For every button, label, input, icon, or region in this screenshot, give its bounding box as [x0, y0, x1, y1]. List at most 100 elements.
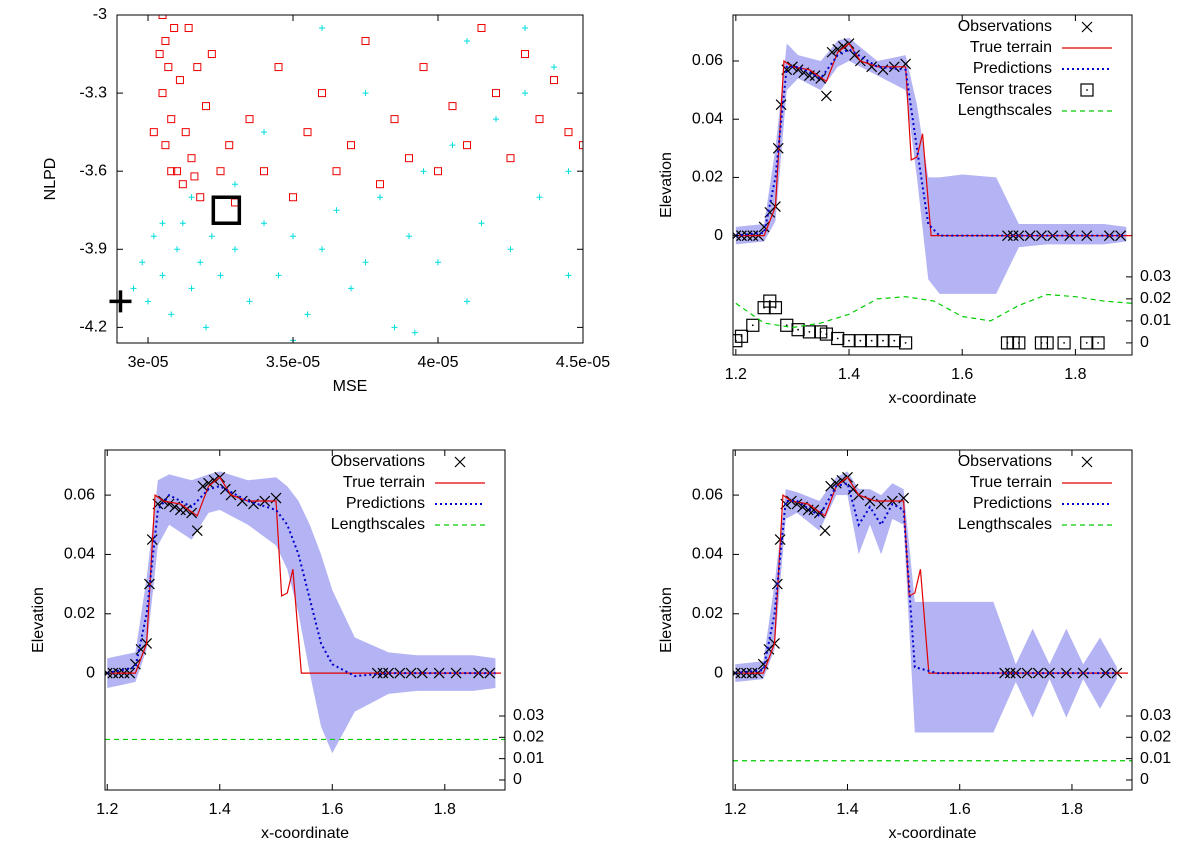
square-outline [550, 76, 559, 85]
plus-marker [551, 64, 558, 71]
square-marker [564, 128, 573, 137]
square-marker [746, 318, 760, 332]
cross-marker [208, 474, 220, 486]
y-tick-label: 0.02 [692, 169, 723, 186]
plot-frame [104, 449, 506, 791]
y-tick-label: 0.06 [64, 486, 95, 503]
square-outline [842, 334, 856, 348]
legend-label: Lengthscales [331, 516, 425, 533]
square-marker [1080, 336, 1094, 350]
x-tick-label: 4e-05 [418, 354, 459, 371]
plus-marker [377, 194, 384, 201]
square-dot [848, 339, 850, 342]
square-outline [434, 167, 443, 176]
x-tick-label: 1.8 [1061, 801, 1083, 818]
x-axis-label: x-coordinate [261, 825, 349, 842]
square-marker [434, 167, 443, 176]
cross-marker [1081, 21, 1093, 33]
cross-marker [808, 504, 820, 516]
square-outline [899, 336, 913, 350]
square-dot [785, 324, 788, 327]
square-outline [1040, 336, 1054, 350]
y-axis-label: NLPD [42, 158, 59, 201]
square-marker [318, 89, 327, 98]
plus-marker [159, 272, 166, 279]
uncertainty-band [107, 471, 496, 754]
square-marker [550, 76, 559, 85]
square-dot [1046, 341, 1049, 344]
square-dot [774, 306, 777, 309]
y-tick-label: 0.06 [692, 52, 723, 69]
y2-tick-label: 0.03 [1140, 268, 1171, 285]
square-marker [289, 193, 298, 202]
plus-marker [536, 194, 543, 201]
x-tick-label: 3.5e-05 [266, 354, 320, 371]
plot-area [130, 15, 583, 343]
square-outline [155, 50, 164, 59]
square-outline [158, 89, 167, 98]
square-marker [535, 115, 544, 124]
series-line [107, 476, 502, 674]
x-axis-label: MSE [333, 378, 368, 395]
square-dot [836, 337, 839, 340]
square-outline [158, 15, 167, 19]
square-outline [178, 180, 187, 189]
y2-tick-label: 0.01 [1140, 312, 1171, 329]
square-outline [187, 154, 196, 163]
cross-marker [826, 46, 838, 58]
cross-marker [825, 480, 837, 492]
square-outline [184, 24, 193, 33]
square-dot [1017, 341, 1020, 344]
plus-marker [391, 324, 398, 331]
plus-marker [145, 298, 152, 305]
plus-marker [464, 38, 471, 45]
square-outline [216, 167, 225, 176]
square-dot [808, 330, 811, 333]
plus-marker [406, 233, 413, 240]
plus-marker [507, 246, 514, 253]
square-marker [158, 15, 167, 19]
square-marker [178, 180, 187, 189]
square-dot [893, 339, 896, 342]
square-marker [361, 37, 370, 46]
legend-label: Observations [331, 453, 425, 470]
y-axis-label: Elevation [658, 587, 675, 653]
square-marker [376, 180, 385, 189]
square-marker [207, 50, 216, 59]
x-tick-label: 1.6 [949, 801, 971, 818]
square-outline [167, 167, 176, 176]
square-outline [225, 141, 234, 150]
square-outline [448, 102, 457, 111]
y-tick-label: 0 [714, 664, 723, 681]
square-marker [419, 63, 428, 72]
square-outline [376, 180, 385, 189]
plus-marker [217, 272, 224, 279]
x-tick-label: 1.4 [209, 801, 231, 818]
square-outline [506, 154, 515, 163]
square-outline [149, 128, 158, 137]
plus-marker [275, 272, 282, 279]
square-outline [521, 50, 530, 59]
square-marker [448, 102, 457, 111]
panel: 1.2 1.4 1.6 1.8 0 0.02 0.04 0.06 0 0.01 0.02 0.03 x-… [30, 449, 544, 842]
plus-marker [232, 246, 239, 253]
square-marker [463, 141, 472, 150]
square-dot [740, 335, 743, 338]
legend-label: Predictions [973, 60, 1052, 77]
legend-label: Observations [958, 453, 1052, 470]
square-outline [361, 37, 370, 46]
square-marker [734, 329, 749, 343]
plus-marker [478, 220, 485, 227]
square-outline [579, 141, 583, 150]
y2-tick-label: 0.02 [1140, 729, 1171, 746]
plus-marker [159, 220, 166, 227]
square-outline [802, 325, 817, 339]
y-axis-label: Elevation [30, 587, 47, 653]
square-outline [173, 167, 182, 176]
plot-frame [116, 14, 584, 344]
square-marker [161, 141, 170, 150]
square-marker [231, 198, 240, 207]
square-outline [780, 318, 794, 332]
cross-marker [792, 64, 804, 76]
y-tick-label: 0 [86, 664, 95, 681]
